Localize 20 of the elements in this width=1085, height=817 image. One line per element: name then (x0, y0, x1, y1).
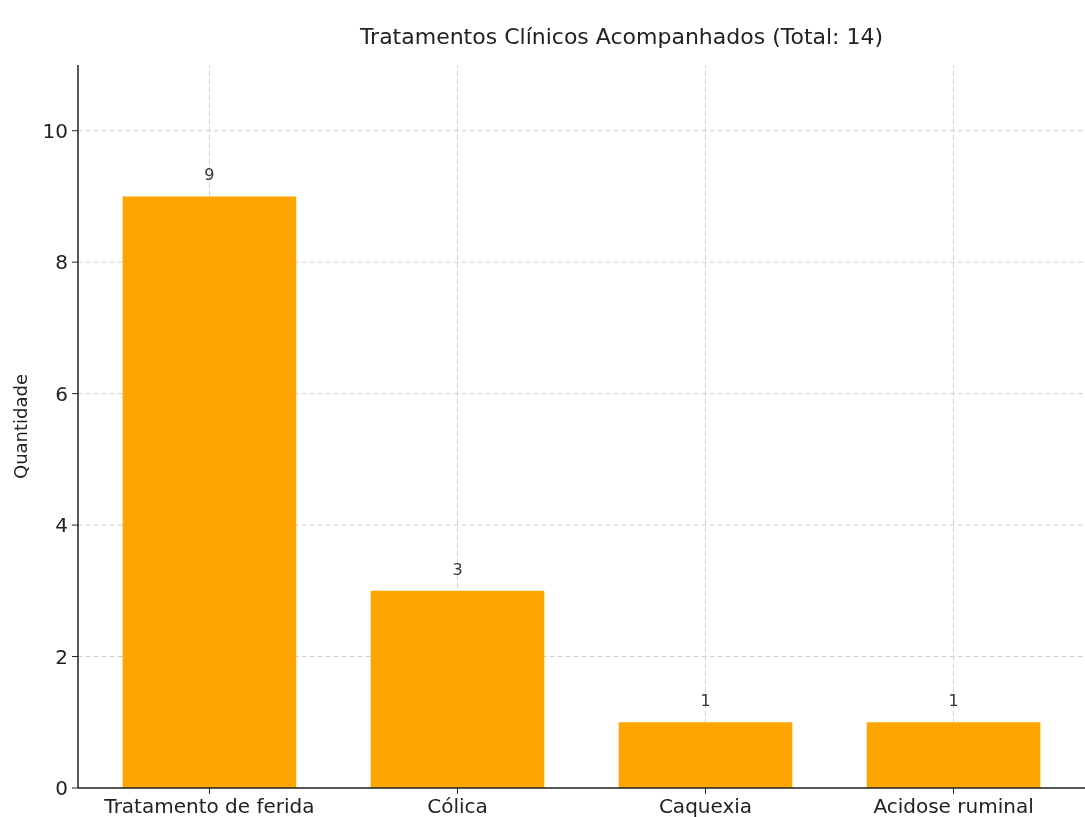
x-tick-label: Tratamento de ferida (103, 794, 315, 817)
data-label: 1 (700, 691, 711, 711)
x-tick-label: Acidose ruminal (873, 794, 1034, 817)
y-tick-label: 6 (55, 381, 68, 406)
data-label: 9 (204, 165, 215, 185)
x-tick-label: Cólica (427, 794, 488, 817)
y-tick-label: 10 (42, 118, 68, 143)
y-tick-label: 8 (55, 250, 68, 275)
data-label: 1 (948, 691, 959, 711)
y-tick-label: 0 (55, 776, 68, 800)
chart-title: Tratamentos Clínicos Acompanhados (Total: 14) (358, 24, 884, 49)
x-tick-label: Caquexia (658, 794, 753, 817)
y-tick-label: 4 (55, 513, 68, 538)
bar (122, 196, 297, 788)
y-axis-title: Quantidade (10, 373, 31, 480)
bar (866, 722, 1041, 788)
bar (370, 590, 545, 788)
data-label: 3 (452, 559, 463, 579)
y-tick-label: 2 (55, 644, 68, 669)
bar (618, 722, 793, 788)
